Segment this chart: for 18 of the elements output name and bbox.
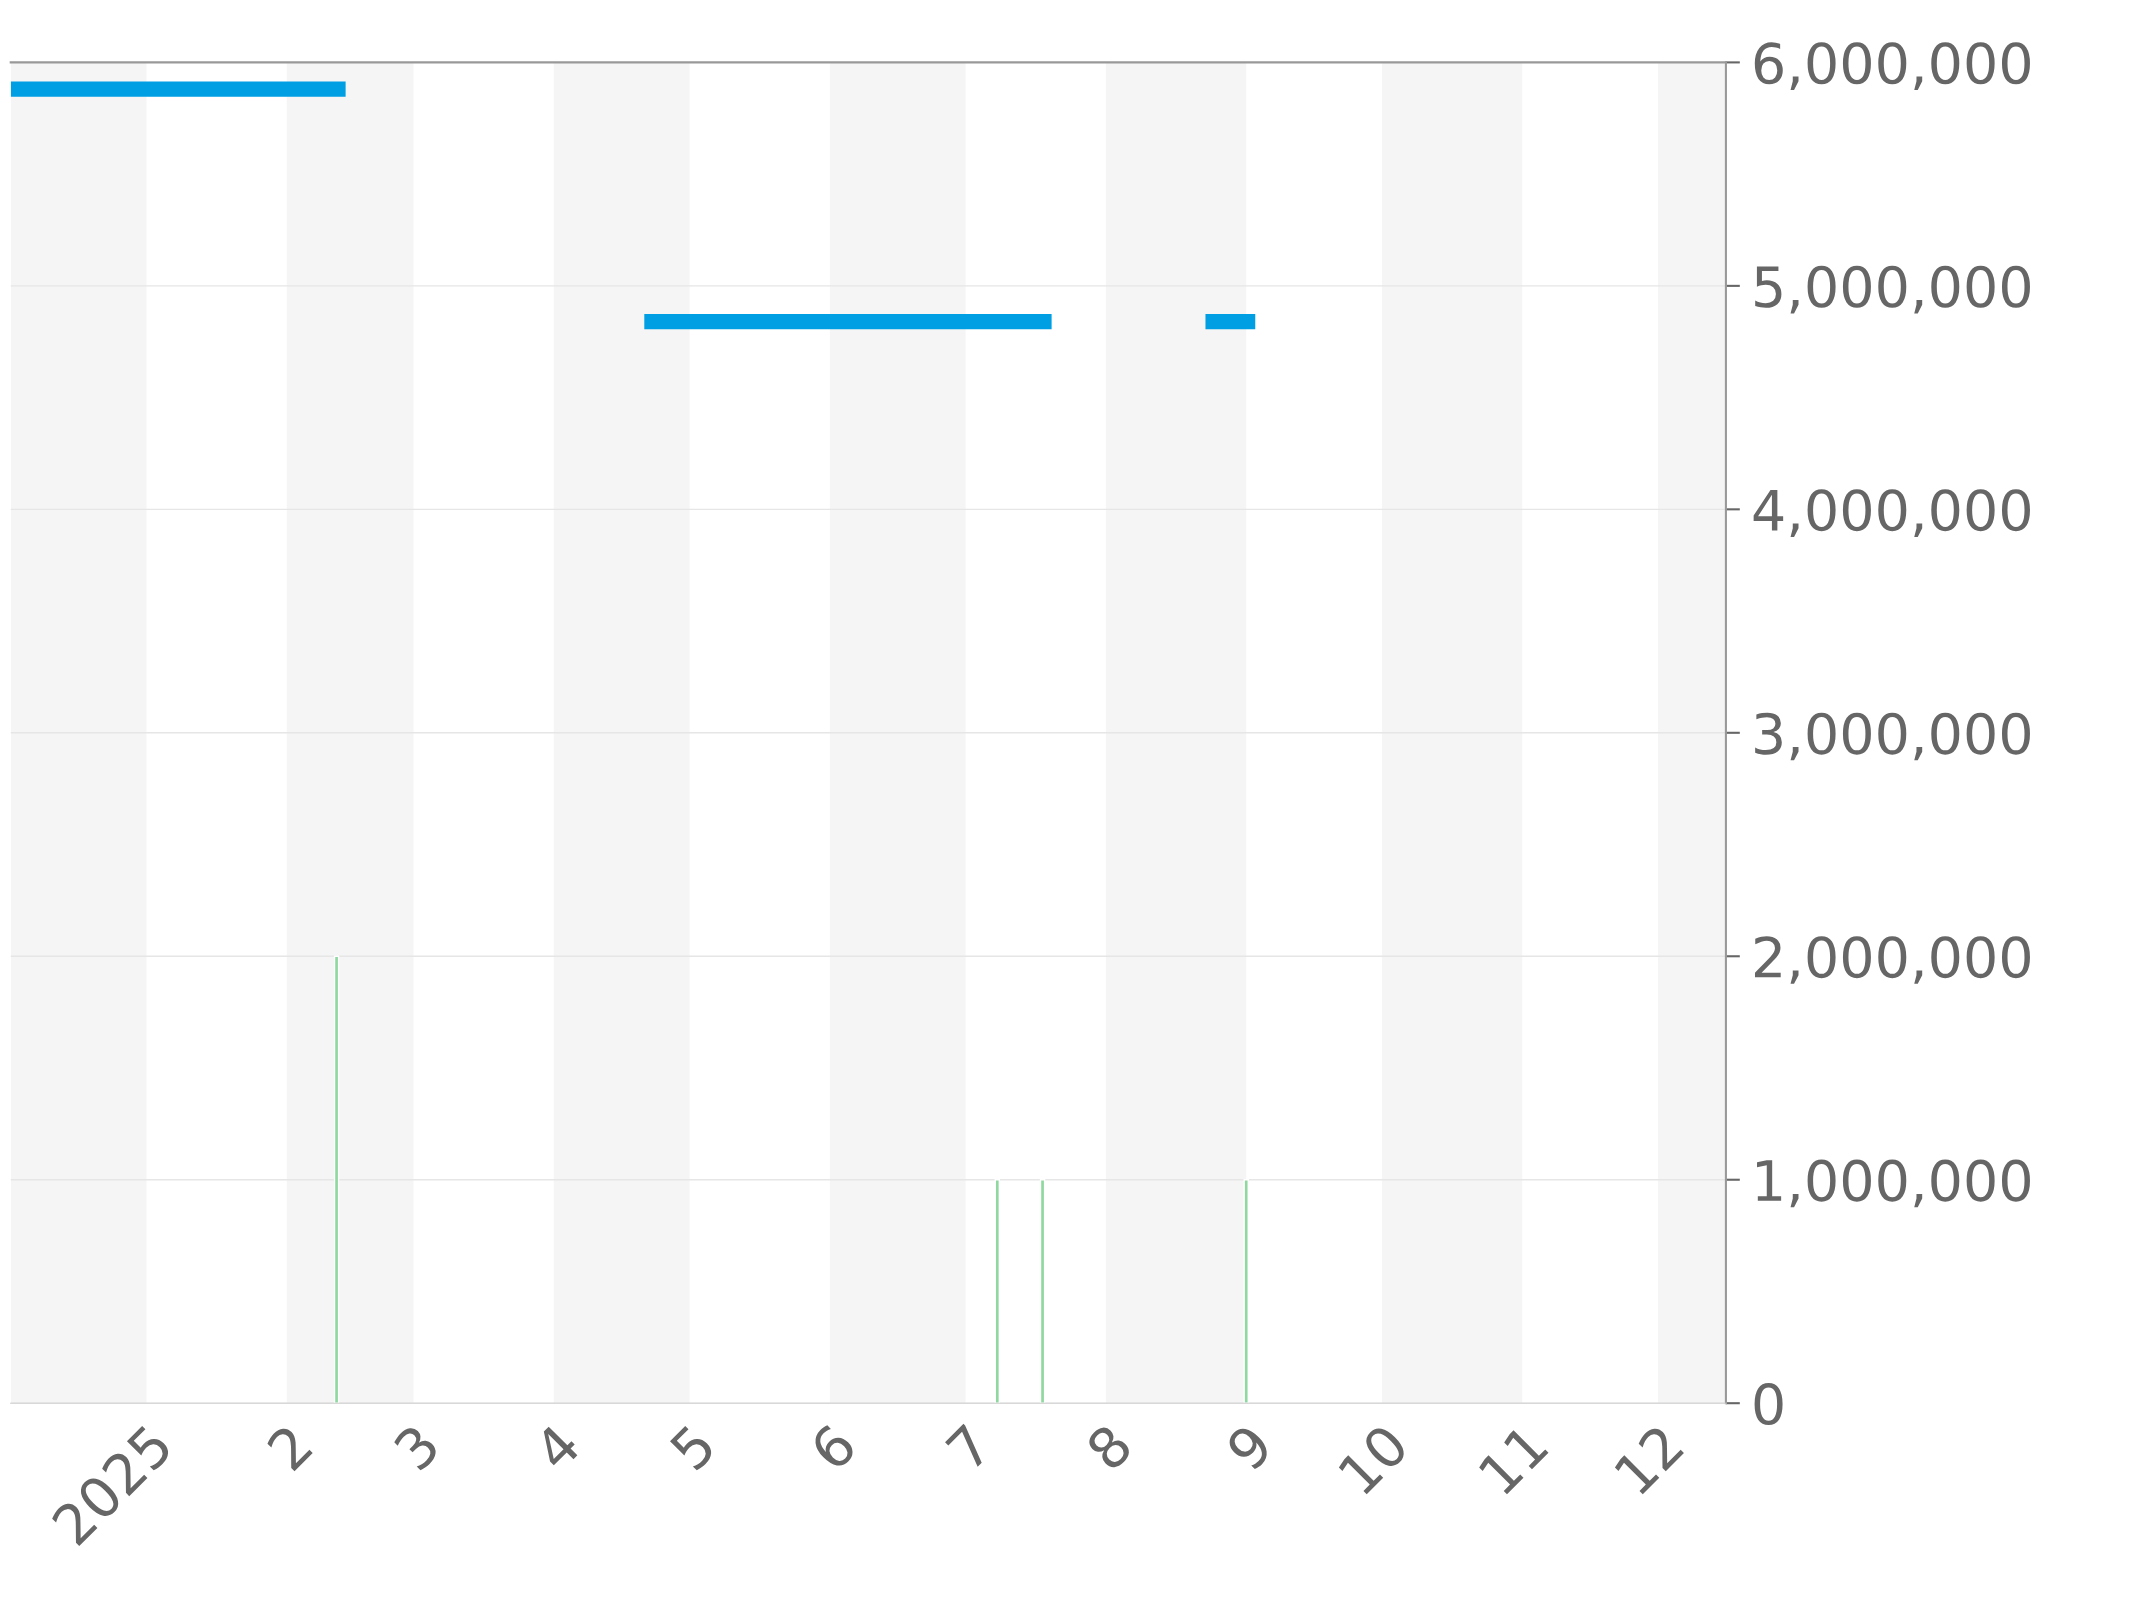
y-tick-label: 4,000,000: [1753, 489, 2030, 537]
x-tick-label: 9: [1224, 1422, 1274, 1473]
y-tick-label: 1,000,000: [1757, 1159, 2030, 1208]
x-tick-label: 8: [1084, 1422, 1134, 1472]
y-tick-label: 3,000,000: [1755, 712, 2030, 761]
x-tick-label: 11: [1477, 1424, 1549, 1495]
x-tick-label: 3: [392, 1423, 441, 1472]
x-tick-label: 4: [531, 1422, 582, 1473]
x-tick-label: 10: [1336, 1422, 1410, 1496]
x-tick-label: 5: [668, 1423, 717, 1472]
y-tick-label: 0: [1754, 1383, 1783, 1426]
x-tick-label: 12: [1613, 1423, 1684, 1495]
y-tick-label: 2,000,000: [1754, 936, 2030, 984]
y-tick-label: 5,000,000: [1755, 265, 2030, 314]
x-tick-label: 6: [808, 1422, 858, 1472]
y-tick-label: 6,000,000: [1754, 42, 2030, 90]
x-tick-label: 2: [265, 1423, 313, 1472]
x-tick-label: 7: [945, 1423, 993, 1471]
